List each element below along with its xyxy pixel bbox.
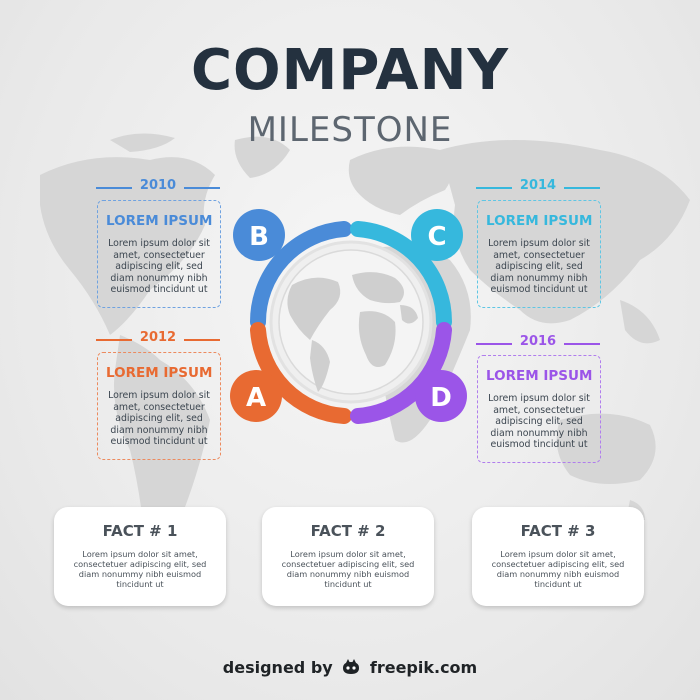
arc-a: [250, 322, 352, 424]
fact-heading-2: FACT # 2: [310, 522, 386, 540]
milestone-heading-b: LOREM IPSUM: [106, 213, 213, 229]
fact-card-1: FACT # 1 Lorem ipsum dolor sit amet, con…: [54, 507, 226, 606]
milestone-heading-a: LOREM IPSUM: [106, 365, 213, 381]
milestone-box-c: LOREM IPSUM Lorem ipsum dolor sit amet, …: [477, 200, 601, 308]
node-c-letter: C: [427, 222, 446, 252]
milestone-text-a: Lorem ipsum dolor sit amet, consectetuer…: [108, 390, 210, 447]
year-line-2012: 2012: [96, 330, 220, 348]
year-label-2014: 2014: [519, 178, 557, 193]
node-b-letter: B: [249, 222, 269, 252]
footer-credit[interactable]: designed by freepik.com: [0, 658, 700, 680]
footer-prefix: designed by: [222, 658, 333, 677]
node-a-circle[interactable]: [230, 370, 282, 422]
milestone-box-b: LOREM IPSUM Lorem ipsum dolor sit amet, …: [97, 200, 221, 308]
milestone-box-a: LOREM IPSUM Lorem ipsum dolor sit amet, …: [97, 352, 221, 460]
milestone-text-b: Lorem ipsum dolor sit amet, consectetuer…: [108, 238, 210, 295]
fact-card-2: FACT # 2 Lorem ipsum dolor sit amet, con…: [262, 507, 434, 606]
freepik-logo-icon: [341, 658, 361, 680]
year-label-2010: 2010: [139, 178, 177, 193]
fact-text-1: Lorem ipsum dolor sit amet, consectetuer…: [73, 549, 207, 589]
node-b-circle[interactable]: [233, 209, 285, 261]
year-label-2012: 2012: [139, 330, 177, 345]
milestone-box-d: LOREM IPSUM Lorem ipsum dolor sit amet, …: [477, 355, 601, 463]
year-label-2016: 2016: [519, 334, 557, 349]
node-c-circle[interactable]: [411, 209, 463, 261]
fact-card-3: FACT # 3 Lorem ipsum dolor sit amet, con…: [472, 507, 644, 606]
year-line-2016: 2016: [476, 334, 600, 352]
milestone-heading-d: LOREM IPSUM: [486, 368, 593, 384]
fact-text-2: Lorem ipsum dolor sit amet, consectetuer…: [281, 549, 415, 589]
footer-brand: freepik.com: [369, 658, 478, 677]
fact-text-3: Lorem ipsum dolor sit amet, consectetuer…: [491, 549, 625, 589]
year-line-2010: 2010: [96, 178, 220, 196]
page-subtitle: MILESTONE: [247, 110, 453, 150]
node-a-letter: A: [246, 383, 266, 413]
year-line-2014: 2014: [476, 178, 600, 196]
fact-heading-1: FACT # 1: [102, 522, 178, 540]
fact-heading-3: FACT # 3: [520, 522, 596, 540]
arc-b: [249, 221, 352, 330]
node-d-letter: D: [430, 383, 452, 413]
milestone-heading-c: LOREM IPSUM: [486, 213, 593, 229]
arc-c: [350, 221, 453, 330]
node-d-circle[interactable]: [415, 370, 467, 422]
milestone-text-d: Lorem ipsum dolor sit amet, consectetuer…: [488, 393, 590, 450]
milestone-text-c: Lorem ipsum dolor sit amet, consectetuer…: [488, 238, 590, 295]
page-title: COMPANY: [190, 38, 510, 103]
